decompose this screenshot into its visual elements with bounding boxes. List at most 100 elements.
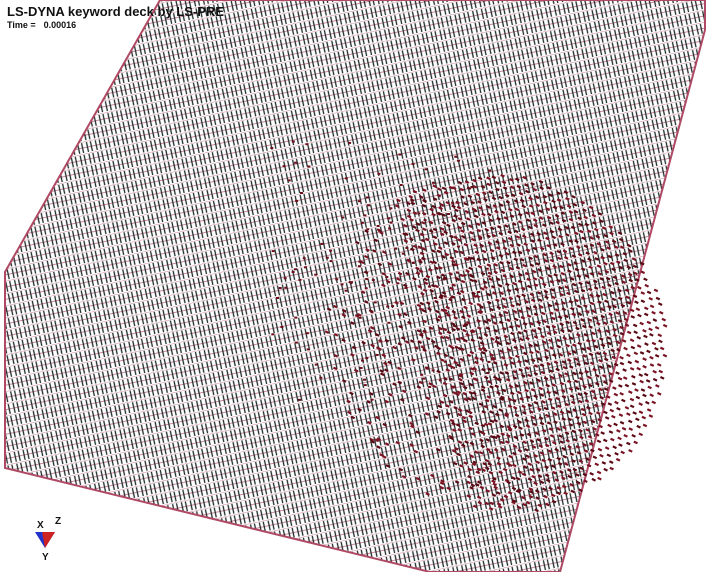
particle xyxy=(412,244,418,249)
particle xyxy=(495,298,500,303)
particle xyxy=(428,220,434,225)
particle xyxy=(475,192,481,197)
particle xyxy=(662,353,668,358)
debris xyxy=(302,257,306,260)
particle xyxy=(522,502,527,507)
particle xyxy=(459,250,465,255)
particle xyxy=(431,212,436,217)
particle xyxy=(517,220,523,224)
particle xyxy=(493,448,499,452)
particle xyxy=(641,415,647,420)
particle xyxy=(532,218,538,223)
particle xyxy=(618,443,623,447)
particle xyxy=(464,209,470,214)
particle xyxy=(515,489,521,494)
particle xyxy=(626,301,632,305)
particle xyxy=(472,391,477,396)
particle xyxy=(506,433,511,438)
particle xyxy=(533,453,538,458)
particle xyxy=(559,470,564,474)
debris xyxy=(365,196,369,199)
particle xyxy=(496,502,502,506)
particle xyxy=(558,373,563,378)
particle xyxy=(554,478,560,482)
particle xyxy=(576,245,581,249)
particle xyxy=(578,281,583,286)
particle xyxy=(563,190,569,195)
particle xyxy=(636,366,641,371)
particle xyxy=(659,376,665,380)
particle xyxy=(425,274,431,279)
particle xyxy=(409,247,415,252)
particle xyxy=(592,279,598,284)
debris xyxy=(363,214,367,217)
particle xyxy=(475,482,480,487)
particle xyxy=(512,405,518,410)
particle xyxy=(596,321,601,326)
debris xyxy=(423,219,427,222)
particle xyxy=(519,198,525,203)
particle xyxy=(518,368,523,372)
particle xyxy=(401,336,406,341)
debris xyxy=(422,377,426,380)
particle xyxy=(455,200,460,205)
particle xyxy=(642,393,647,398)
particle xyxy=(532,277,538,281)
particle xyxy=(540,370,546,375)
particle xyxy=(632,323,638,328)
particle xyxy=(476,318,481,323)
particle xyxy=(612,333,618,338)
particle xyxy=(509,274,514,278)
particle xyxy=(469,231,474,235)
particle xyxy=(533,401,539,405)
particle xyxy=(633,271,638,276)
particle xyxy=(539,246,545,251)
debris xyxy=(306,348,310,351)
particle xyxy=(612,327,617,332)
particle xyxy=(509,243,515,248)
particle xyxy=(452,461,458,466)
particle xyxy=(472,504,478,509)
particle xyxy=(424,412,430,416)
particle xyxy=(448,377,454,381)
particle xyxy=(347,410,352,415)
axis-z: Z xyxy=(55,516,61,527)
particle xyxy=(580,296,586,300)
particle xyxy=(638,410,644,415)
particle xyxy=(409,237,414,242)
particle xyxy=(507,463,513,467)
particle xyxy=(418,307,424,311)
particle xyxy=(463,397,469,402)
particle xyxy=(481,410,487,414)
particle xyxy=(571,429,577,434)
particle xyxy=(333,333,339,337)
particle xyxy=(516,294,521,299)
particle xyxy=(573,231,579,236)
axis-x: X xyxy=(37,520,44,531)
particle xyxy=(363,254,369,259)
particle xyxy=(609,320,615,324)
particle xyxy=(476,257,482,262)
particle xyxy=(462,328,467,333)
debris xyxy=(271,333,275,336)
particle xyxy=(418,195,424,199)
debris xyxy=(341,216,345,219)
particle xyxy=(427,307,432,311)
particle xyxy=(601,461,607,465)
particle xyxy=(568,246,574,251)
particle xyxy=(537,298,543,302)
particle xyxy=(486,234,491,238)
particle xyxy=(643,312,649,317)
particle xyxy=(512,309,518,314)
particle xyxy=(457,225,463,230)
particle xyxy=(590,419,596,424)
debris xyxy=(359,367,363,369)
particle xyxy=(583,304,588,308)
particle xyxy=(487,380,492,384)
debris xyxy=(366,228,370,231)
particle xyxy=(591,338,596,343)
particle xyxy=(440,479,445,483)
particle xyxy=(503,494,509,499)
particle xyxy=(599,395,605,400)
particle xyxy=(366,400,372,404)
